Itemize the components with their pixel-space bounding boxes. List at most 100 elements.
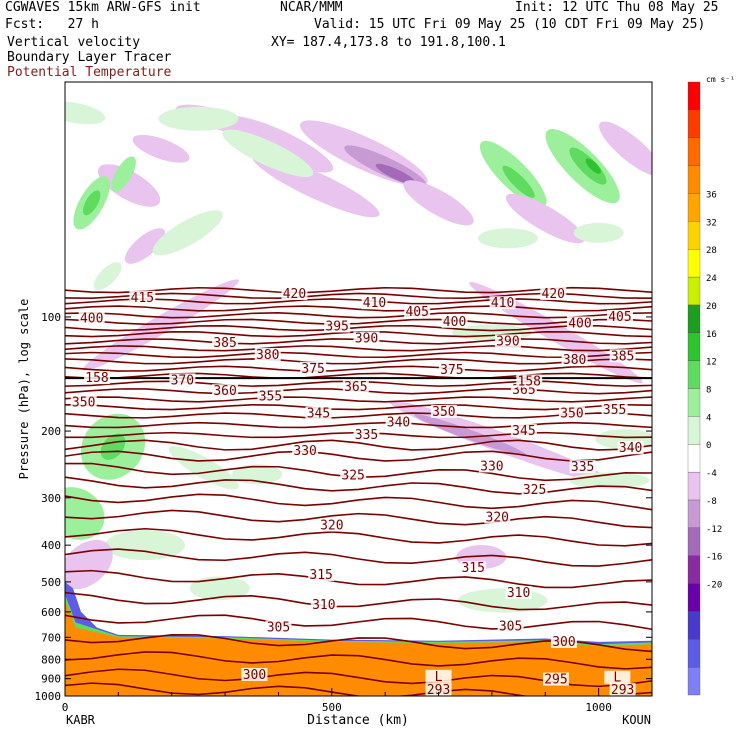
theta-contour	[65, 450, 652, 462]
theta-label-bg	[489, 296, 516, 310]
theta-label: 300	[243, 668, 266, 683]
theta-label: 345	[512, 424, 535, 439]
theta-label: 380	[256, 348, 279, 363]
theta-label: 410	[363, 296, 386, 311]
theta-label: 295	[544, 673, 567, 688]
velocity-shade	[502, 165, 535, 198]
theta-label: L	[613, 671, 621, 686]
theta-label-bg	[425, 683, 452, 697]
theta-label: 390	[355, 332, 378, 347]
theta-contour	[65, 591, 652, 611]
colorbar-swatch	[687, 165, 701, 194]
y-tick-label: 900	[41, 673, 61, 686]
theta-label: 330	[293, 444, 316, 459]
theta-label-bg	[521, 482, 548, 496]
colorbar-swatch	[687, 360, 701, 389]
velocity-shade	[414, 414, 527, 457]
velocity-shade	[573, 222, 624, 243]
theta-label-bg	[169, 373, 196, 387]
theta-contour	[65, 569, 652, 589]
theta-label: 390	[496, 334, 519, 349]
cross-section-coordinates: XY= 187.4,173.8 to 191.8,100.1	[271, 35, 506, 50]
theta-contour	[65, 412, 652, 419]
theta-label: 330	[480, 459, 503, 474]
theta-label-bg	[604, 670, 631, 684]
theta-contour	[65, 396, 652, 403]
organization-label: NCAR/MMM	[280, 0, 343, 15]
theta-label-bg	[404, 304, 431, 318]
theta-label: 350	[560, 407, 583, 422]
theta-contour	[65, 351, 652, 359]
velocity-shade	[105, 530, 186, 561]
theta-label-bg	[324, 319, 351, 333]
colorbar-label: 32	[706, 218, 717, 228]
theta-contour	[65, 372, 652, 380]
colorbar-swatch	[687, 666, 701, 696]
theta-label-bg	[441, 314, 468, 328]
theta-label-bg	[609, 683, 636, 697]
velocity-shade	[189, 576, 250, 601]
theta-label: 325	[523, 483, 546, 498]
theta-label: 335	[355, 428, 378, 443]
colorbar-swatch	[687, 499, 701, 528]
theta-label: 158	[85, 371, 108, 386]
velocity-shade	[585, 158, 601, 174]
theta-contour	[65, 527, 652, 547]
theta-label-bg	[494, 334, 521, 348]
theta-label: 385	[213, 336, 236, 351]
y-tick-label: 600	[41, 606, 61, 619]
velocity-shade	[65, 102, 106, 125]
theta-label-bg	[460, 561, 487, 575]
colorbar-unit: cm s⁻¹	[706, 75, 735, 84]
model-title: CGWAVES 15km ARW-GFS init	[5, 0, 201, 15]
y-tick-label: 100	[41, 311, 61, 324]
theta-label: 420	[542, 287, 565, 302]
theta-label: 340	[387, 416, 410, 431]
colorbar-label: -20	[706, 581, 722, 591]
colorbar-label: 16	[706, 330, 717, 340]
colorbar-swatch	[687, 249, 701, 278]
theta-contour	[65, 614, 652, 631]
y-tick-label: 300	[41, 492, 61, 505]
theta-label: 365	[344, 380, 367, 395]
theta-contour	[65, 439, 652, 451]
colorbar-swatch	[687, 639, 701, 668]
colorbar-swatch	[687, 471, 701, 501]
theta-label-bg	[478, 459, 505, 473]
theta-label: 400	[443, 315, 466, 330]
theta-label-bg	[561, 353, 588, 367]
theta-label-bg	[78, 311, 105, 325]
colorbar-swatch	[687, 276, 701, 306]
init-time: Init: 12 UTC Thu 08 May 25	[515, 0, 719, 15]
potential-temperature-contours	[65, 286, 652, 696]
theta-label-bg	[342, 379, 369, 393]
theta-label-bg	[353, 428, 380, 442]
theta-label-bg	[484, 510, 511, 524]
theta-label-bg	[340, 468, 367, 482]
theta-label-bg	[361, 296, 388, 310]
theta-contour	[65, 682, 652, 696]
theta-label: 375	[301, 362, 324, 377]
colorbar-swatch	[687, 527, 701, 556]
colorbar-swatch	[687, 332, 701, 361]
y-tick-label: 1000	[35, 690, 62, 703]
theta-contour-labels: 420 420 415 410 410 405 405 400 400 400 395 390 390 3…	[70, 287, 644, 698]
theta-label: 355	[259, 389, 282, 404]
theta-label: 405	[405, 305, 428, 320]
colorbar-swatch	[687, 81, 701, 111]
theta-label: 375	[440, 363, 463, 378]
velocity-shade	[65, 539, 113, 590]
colorbar-label: -16	[706, 553, 722, 563]
theta-label: 400	[568, 316, 591, 331]
theta-label: 320	[320, 519, 343, 534]
theta-label: 395	[325, 320, 348, 335]
theta-label-bg	[300, 361, 327, 375]
colorbar-swatch	[687, 137, 701, 166]
theta-label: 360	[213, 384, 236, 399]
velocity-shade	[168, 445, 239, 490]
theta-label: 350	[72, 395, 95, 410]
field-label-boundary-layer-tracer: Boundary Layer Tracer	[7, 50, 172, 65]
colorbar-swatch	[687, 611, 701, 640]
theta-label: 415	[131, 291, 154, 306]
